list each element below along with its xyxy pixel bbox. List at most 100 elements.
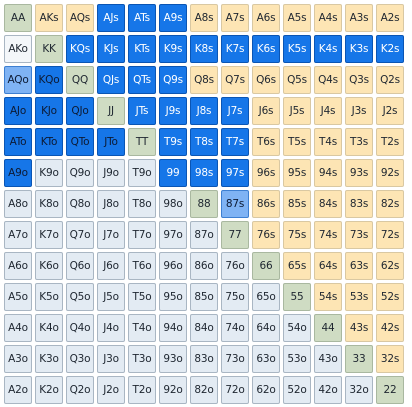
hand-cell-k4o[interactable]: K4o [35,314,63,342]
hand-cell-86s[interactable]: 86s [252,190,280,218]
hand-cell-q9s[interactable]: Q9s [159,66,187,94]
hand-cell-q4o[interactable]: Q4o [66,314,94,342]
hand-cell-98o[interactable]: 98o [159,190,187,218]
hand-cell-kk[interactable]: KK [35,35,63,63]
hand-cell-73o[interactable]: 73o [221,345,249,373]
hand-cell-94o[interactable]: 94o [159,314,187,342]
hand-cell-aa[interactable]: AA [4,4,32,32]
hand-cell-84o[interactable]: 84o [190,314,218,342]
hand-cell-j8o[interactable]: J8o [97,190,125,218]
hand-cell-k7s[interactable]: K7s [221,35,249,63]
hand-cell-87o[interactable]: 87o [190,221,218,249]
hand-cell-97o[interactable]: 97o [159,221,187,249]
hand-cell-63s[interactable]: 63s [345,252,373,280]
hand-cell-k3s[interactable]: K3s [345,35,373,63]
hand-cell-j8s[interactable]: J8s [190,97,218,125]
hand-cell-q5s[interactable]: Q5s [283,66,311,94]
hand-cell-a7s[interactable]: A7s [221,4,249,32]
hand-cell-43s[interactable]: 43s [345,314,373,342]
hand-cell-qjo[interactable]: QJo [66,97,94,125]
hand-cell-a8s[interactable]: A8s [190,4,218,32]
hand-cell-j9o[interactable]: J9o [97,159,125,187]
hand-cell-t2o[interactable]: T2o [128,376,156,404]
hand-cell-a6s[interactable]: A6s [252,4,280,32]
hand-cell-62s[interactable]: 62s [376,252,404,280]
hand-cell-qts[interactable]: QTs [128,66,156,94]
hand-cell-q7s[interactable]: Q7s [221,66,249,94]
hand-cell-aks[interactable]: AKs [35,4,63,32]
hand-cell-j5s[interactable]: J5s [283,97,311,125]
hand-cell-t5o[interactable]: T5o [128,283,156,311]
hand-cell-q2o[interactable]: Q2o [66,376,94,404]
hand-cell-qjs[interactable]: QJs [97,66,125,94]
hand-cell-q8s[interactable]: Q8s [190,66,218,94]
hand-cell-q5o[interactable]: Q5o [66,283,94,311]
hand-cell-q8o[interactable]: Q8o [66,190,94,218]
hand-cell-qq[interactable]: QQ [66,66,94,94]
hand-cell-76s[interactable]: 76s [252,221,280,249]
hand-cell-65s[interactable]: 65s [283,252,311,280]
hand-cell-j4s[interactable]: J4s [314,97,342,125]
hand-cell-a6o[interactable]: A6o [4,252,32,280]
hand-cell-t7o[interactable]: T7o [128,221,156,249]
hand-cell-92s[interactable]: 92s [376,159,404,187]
hand-cell-j4o[interactable]: J4o [97,314,125,342]
hand-cell-q4s[interactable]: Q4s [314,66,342,94]
hand-cell-k2s[interactable]: K2s [376,35,404,63]
hand-cell-73s[interactable]: 73s [345,221,373,249]
hand-cell-95s[interactable]: 95s [283,159,311,187]
hand-cell-75s[interactable]: 75s [283,221,311,249]
hand-cell-aqo[interactable]: AQo [4,66,32,94]
hand-cell-j7s[interactable]: J7s [221,97,249,125]
hand-cell-t4o[interactable]: T4o [128,314,156,342]
hand-cell-52s[interactable]: 52s [376,283,404,311]
hand-cell-a7o[interactable]: A7o [4,221,32,249]
hand-cell-42s[interactable]: 42s [376,314,404,342]
hand-cell-t9s[interactable]: T9s [159,128,187,156]
hand-cell-q3o[interactable]: Q3o [66,345,94,373]
hand-cell-t6s[interactable]: T6s [252,128,280,156]
hand-cell-a3s[interactable]: A3s [345,4,373,32]
hand-cell-22[interactable]: 22 [376,376,404,404]
hand-cell-63o[interactable]: 63o [252,345,280,373]
hand-cell-82s[interactable]: 82s [376,190,404,218]
hand-cell-42o[interactable]: 42o [314,376,342,404]
hand-cell-a2s[interactable]: A2s [376,4,404,32]
hand-cell-kts[interactable]: KTs [128,35,156,63]
hand-cell-83s[interactable]: 83s [345,190,373,218]
hand-cell-65o[interactable]: 65o [252,283,280,311]
hand-cell-a4s[interactable]: A4s [314,4,342,32]
hand-cell-95o[interactable]: 95o [159,283,187,311]
hand-cell-t8o[interactable]: T8o [128,190,156,218]
hand-cell-t6o[interactable]: T6o [128,252,156,280]
hand-cell-ats[interactable]: ATs [128,4,156,32]
hand-cell-a2o[interactable]: A2o [4,376,32,404]
hand-cell-77[interactable]: 77 [221,221,249,249]
hand-cell-a4o[interactable]: A4o [4,314,32,342]
hand-cell-76o[interactable]: 76o [221,252,249,280]
hand-cell-t7s[interactable]: T7s [221,128,249,156]
hand-cell-75o[interactable]: 75o [221,283,249,311]
hand-cell-kjs[interactable]: KJs [97,35,125,63]
hand-cell-44[interactable]: 44 [314,314,342,342]
hand-cell-kqo[interactable]: KQo [35,66,63,94]
hand-cell-ajs[interactable]: AJs [97,4,125,32]
hand-cell-82o[interactable]: 82o [190,376,218,404]
hand-cell-j7o[interactable]: J7o [97,221,125,249]
hand-cell-q7o[interactable]: Q7o [66,221,94,249]
hand-cell-tt[interactable]: TT [128,128,156,156]
hand-cell-96o[interactable]: 96o [159,252,187,280]
hand-cell-t5s[interactable]: T5s [283,128,311,156]
hand-cell-74s[interactable]: 74s [314,221,342,249]
hand-cell-kjo[interactable]: KJo [35,97,63,125]
hand-cell-96s[interactable]: 96s [252,159,280,187]
hand-cell-32s[interactable]: 32s [376,345,404,373]
hand-cell-j2o[interactable]: J2o [97,376,125,404]
hand-cell-86o[interactable]: 86o [190,252,218,280]
hand-cell-99[interactable]: 99 [159,159,187,187]
hand-cell-t2s[interactable]: T2s [376,128,404,156]
hand-cell-k5o[interactable]: K5o [35,283,63,311]
hand-cell-32o[interactable]: 32o [345,376,373,404]
hand-cell-98s[interactable]: 98s [190,159,218,187]
hand-cell-q3s[interactable]: Q3s [345,66,373,94]
